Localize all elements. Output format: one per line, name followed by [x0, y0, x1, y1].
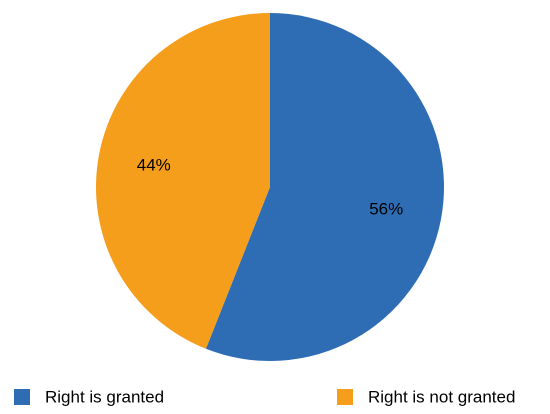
pie-slices: [96, 12, 445, 361]
legend-label-2: Right is not granted: [368, 388, 515, 407]
legend-label-1: Right is granted: [45, 388, 164, 407]
legend: Right is granted Right is not granted: [14, 388, 515, 407]
slice-label-1: 56%: [369, 200, 403, 219]
pie-slice-labels: 56% 44%: [137, 155, 403, 218]
slice-label-2: 44%: [137, 155, 171, 174]
legend-swatch-2: [337, 389, 353, 405]
pie-slice-2: [96, 13, 270, 349]
legend-swatch-1: [14, 389, 30, 405]
pie-slice-1: [205, 12, 445, 361]
